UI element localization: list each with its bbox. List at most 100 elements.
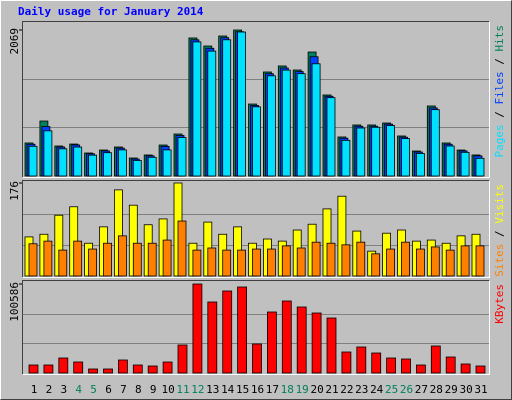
x-tick-label: 30: [459, 383, 472, 396]
bar: [28, 145, 38, 177]
bar: [326, 317, 337, 374]
bar: [460, 363, 471, 374]
bar: [118, 149, 127, 177]
plot-border-dark: [22, 280, 490, 375]
bar: [371, 352, 382, 374]
x-tick-label: 6: [105, 383, 112, 396]
bar: [207, 50, 217, 177]
legend-entry: Hits: [493, 25, 506, 52]
bar: [132, 242, 142, 277]
bar: [58, 249, 68, 277]
bar: [103, 152, 112, 177]
bar: [415, 248, 425, 277]
bar: [386, 248, 396, 277]
legend: Pages / Files / Hits: [493, 25, 506, 158]
y-tick-label: 176: [8, 181, 21, 201]
x-tick-label: 22: [340, 383, 353, 396]
bar: [311, 63, 321, 177]
x-tick-label: 18: [281, 383, 294, 396]
bar: [326, 242, 336, 277]
x-tick-label: 28: [430, 383, 443, 396]
legend-entry: Visits: [493, 184, 506, 224]
x-tick-label: 24: [370, 383, 384, 396]
x-tick-label: 11: [176, 383, 189, 396]
legend-entry: KBytes: [493, 284, 506, 324]
bar: [237, 31, 247, 177]
bar: [177, 344, 188, 374]
bar: [58, 148, 68, 177]
bar: [356, 127, 366, 177]
bar: [252, 106, 261, 177]
bar: [296, 306, 307, 374]
plot-border-dark: [22, 21, 490, 178]
bar: [475, 365, 486, 374]
bar: [281, 300, 292, 374]
bar: [28, 364, 39, 374]
y-tick-label: 2069: [8, 28, 21, 55]
bar: [460, 245, 470, 277]
x-tick-label: 7: [120, 383, 127, 396]
bar: [43, 130, 53, 177]
bar: [43, 364, 54, 374]
x-tick-label: 25: [385, 383, 398, 396]
x-tick-label: 26: [400, 383, 413, 396]
bar: [147, 242, 157, 277]
legend-separator: /: [493, 105, 506, 125]
x-tick-label: 2: [46, 383, 53, 396]
bar: [475, 157, 485, 177]
bar: [237, 286, 248, 374]
x-tick-label: 8: [135, 383, 142, 396]
x-tick-label: 15: [236, 383, 249, 396]
bar: [147, 365, 158, 374]
x-tick-label: 27: [415, 383, 428, 396]
x-tick-label: 9: [150, 383, 157, 396]
legend-entry: Pages: [493, 124, 506, 157]
bar: [207, 301, 218, 374]
bar: [415, 364, 426, 374]
bar: [237, 249, 247, 277]
bar: [103, 242, 112, 277]
bar: [401, 138, 410, 177]
bar: [296, 73, 306, 177]
bar: [386, 357, 397, 374]
bar: [252, 343, 262, 374]
x-tick-label: 20: [310, 383, 323, 396]
bar: [311, 312, 322, 374]
bar: [103, 368, 113, 374]
bar: [430, 109, 440, 177]
bar: [445, 145, 455, 177]
chart-title: Daily usage for January 2014: [18, 5, 204, 18]
bar: [88, 368, 98, 374]
bar: [43, 240, 53, 277]
bar: [177, 137, 187, 177]
bar: [162, 149, 172, 177]
x-tick-label: 10: [161, 383, 174, 396]
bar: [58, 357, 69, 374]
bar: [401, 241, 410, 277]
y-tick-label: 100586: [8, 282, 21, 322]
bar: [341, 244, 351, 277]
bar: [341, 351, 352, 374]
x-tick-label: 19: [296, 383, 309, 396]
legend: Sites / Visits: [493, 184, 506, 277]
x-tick-label: 23: [355, 383, 368, 396]
bar: [445, 356, 456, 374]
bar: [371, 253, 381, 277]
bar: [415, 153, 425, 177]
plot-border-light: [22, 21, 490, 178]
x-tick-label: 13: [206, 383, 219, 396]
bar: [475, 245, 485, 277]
bar: [281, 69, 291, 177]
bar: [28, 243, 38, 277]
legend-entry: Sites: [493, 244, 506, 277]
plot-border-light: [22, 280, 490, 375]
bar: [118, 359, 128, 374]
bar: [341, 139, 351, 177]
legend-entry: Files: [493, 71, 506, 104]
bar: [266, 75, 276, 177]
bar: [222, 290, 233, 374]
x-tick-label: 3: [60, 383, 67, 396]
bar: [430, 246, 440, 277]
bar: [356, 241, 366, 277]
bar: [192, 249, 202, 277]
